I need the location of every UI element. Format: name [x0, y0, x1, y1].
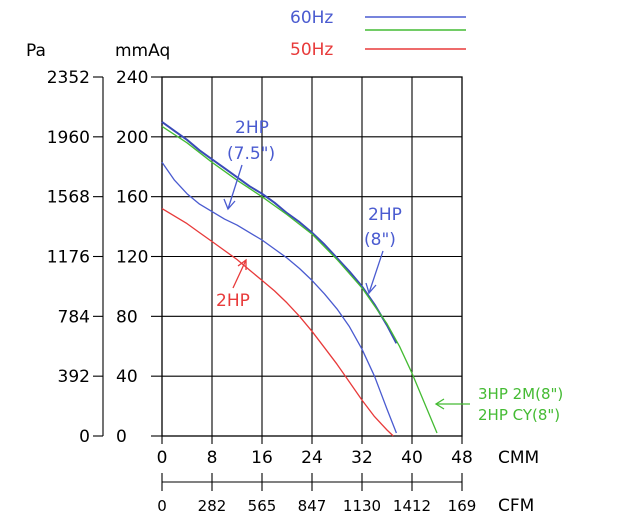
series-line-2 [161, 161, 398, 434]
y-right-units: mmAq [115, 41, 170, 61]
cfm-tick-label: 847 [298, 497, 327, 515]
pa-tick-label: 392 [58, 367, 90, 387]
cmm-tick-label: 32 [351, 448, 373, 468]
series-line-3 [161, 208, 394, 437]
annotation-2hp-7-5-line1: 2HP [235, 118, 269, 138]
y-left-units: Pa [26, 41, 46, 61]
legend-label-50hz: 50Hz [290, 40, 333, 60]
mmaq-tick-label: 40 [116, 367, 138, 387]
annotation-3hp-arrowhead [434, 398, 445, 410]
cfm-tick-label: 169 [448, 497, 477, 515]
series-line-0 [161, 121, 398, 344]
annotation-2hp-7-5-arrow [227, 164, 243, 210]
annotation-2hp-50hz: 2HP [216, 258, 250, 311]
annotation-2hp-8-arrowhead [365, 282, 377, 295]
mmaq-tick-label: 200 [116, 128, 148, 148]
cmm-tick-label: 40 [401, 448, 423, 468]
mmaq-tick-label: 240 [116, 68, 148, 88]
cmm-tick-label: 48 [451, 448, 473, 468]
cfm-tick-label: 0 [157, 497, 167, 515]
x-axis-label: CMM [498, 448, 539, 468]
cmm-tick-label: 0 [157, 448, 168, 468]
annotation-2hp-8-line1: 2HP [368, 205, 402, 225]
annotation-2hp-50hz-arrowhead [237, 258, 247, 270]
mmaq-tick-label: 0 [116, 427, 127, 447]
annotation-3hp: 3HP 2M(8") 2HP CY(8") [434, 385, 563, 424]
cfm-tick-label: 282 [198, 497, 227, 515]
x2-axis-label: CFM [498, 496, 534, 516]
series-line-1 [161, 125, 438, 434]
annotation-2hp-8: 2HP (8") [364, 205, 402, 295]
pa-tick-label: 1568 [47, 188, 90, 208]
annotation-2hp-8-line2: (8") [364, 230, 396, 250]
mmaq-tick-label: 80 [116, 307, 138, 327]
annotation-3hp-line1: 3HP 2M(8") [478, 385, 563, 403]
legend: 60Hz 50Hz [290, 8, 466, 60]
cmm-tick-label: 16 [251, 448, 273, 468]
pa-tick-label: 1960 [47, 128, 90, 148]
annotation-3hp-line2: 2HP CY(8") [478, 406, 560, 424]
cfm-axis: 0 282 565 847 1130 1412 169 [157, 473, 476, 515]
x-axis: 0 8 16 24 32 40 48 [157, 436, 473, 468]
pa-tick-label: 0 [79, 427, 90, 447]
annotation-2hp-50hz-line1: 2HP [216, 291, 250, 311]
mmaq-tick-label: 120 [116, 248, 148, 268]
grid [162, 77, 462, 436]
cfm-tick-label: 1412 [393, 497, 431, 515]
annotation-2hp-8-arrow [368, 250, 384, 294]
mmaq-tick-label: 160 [116, 188, 148, 208]
pa-tick-label: 784 [58, 307, 90, 327]
cmm-tick-label: 24 [301, 448, 323, 468]
pa-tick-label: 1176 [47, 248, 90, 268]
pa-tick-label: 2352 [47, 68, 90, 88]
annotation-2hp-7-5: 2HP (7.5") [223, 118, 275, 211]
series-group [161, 121, 438, 437]
y-axis: 0 0 392 40 784 80 1176 120 1568 160 1960 200 2352 240 [47, 68, 162, 447]
cfm-tick-label: 565 [248, 497, 277, 515]
cfm-tick-label: 1130 [343, 497, 381, 515]
annotation-2hp-50hz-arrow [232, 259, 247, 289]
annotation-2hp-7-5-arrowhead [223, 198, 236, 211]
annotation-2hp-7-5-line2: (7.5") [227, 144, 275, 164]
cmm-tick-label: 8 [207, 448, 218, 468]
legend-label-60hz: 60Hz [290, 8, 333, 28]
